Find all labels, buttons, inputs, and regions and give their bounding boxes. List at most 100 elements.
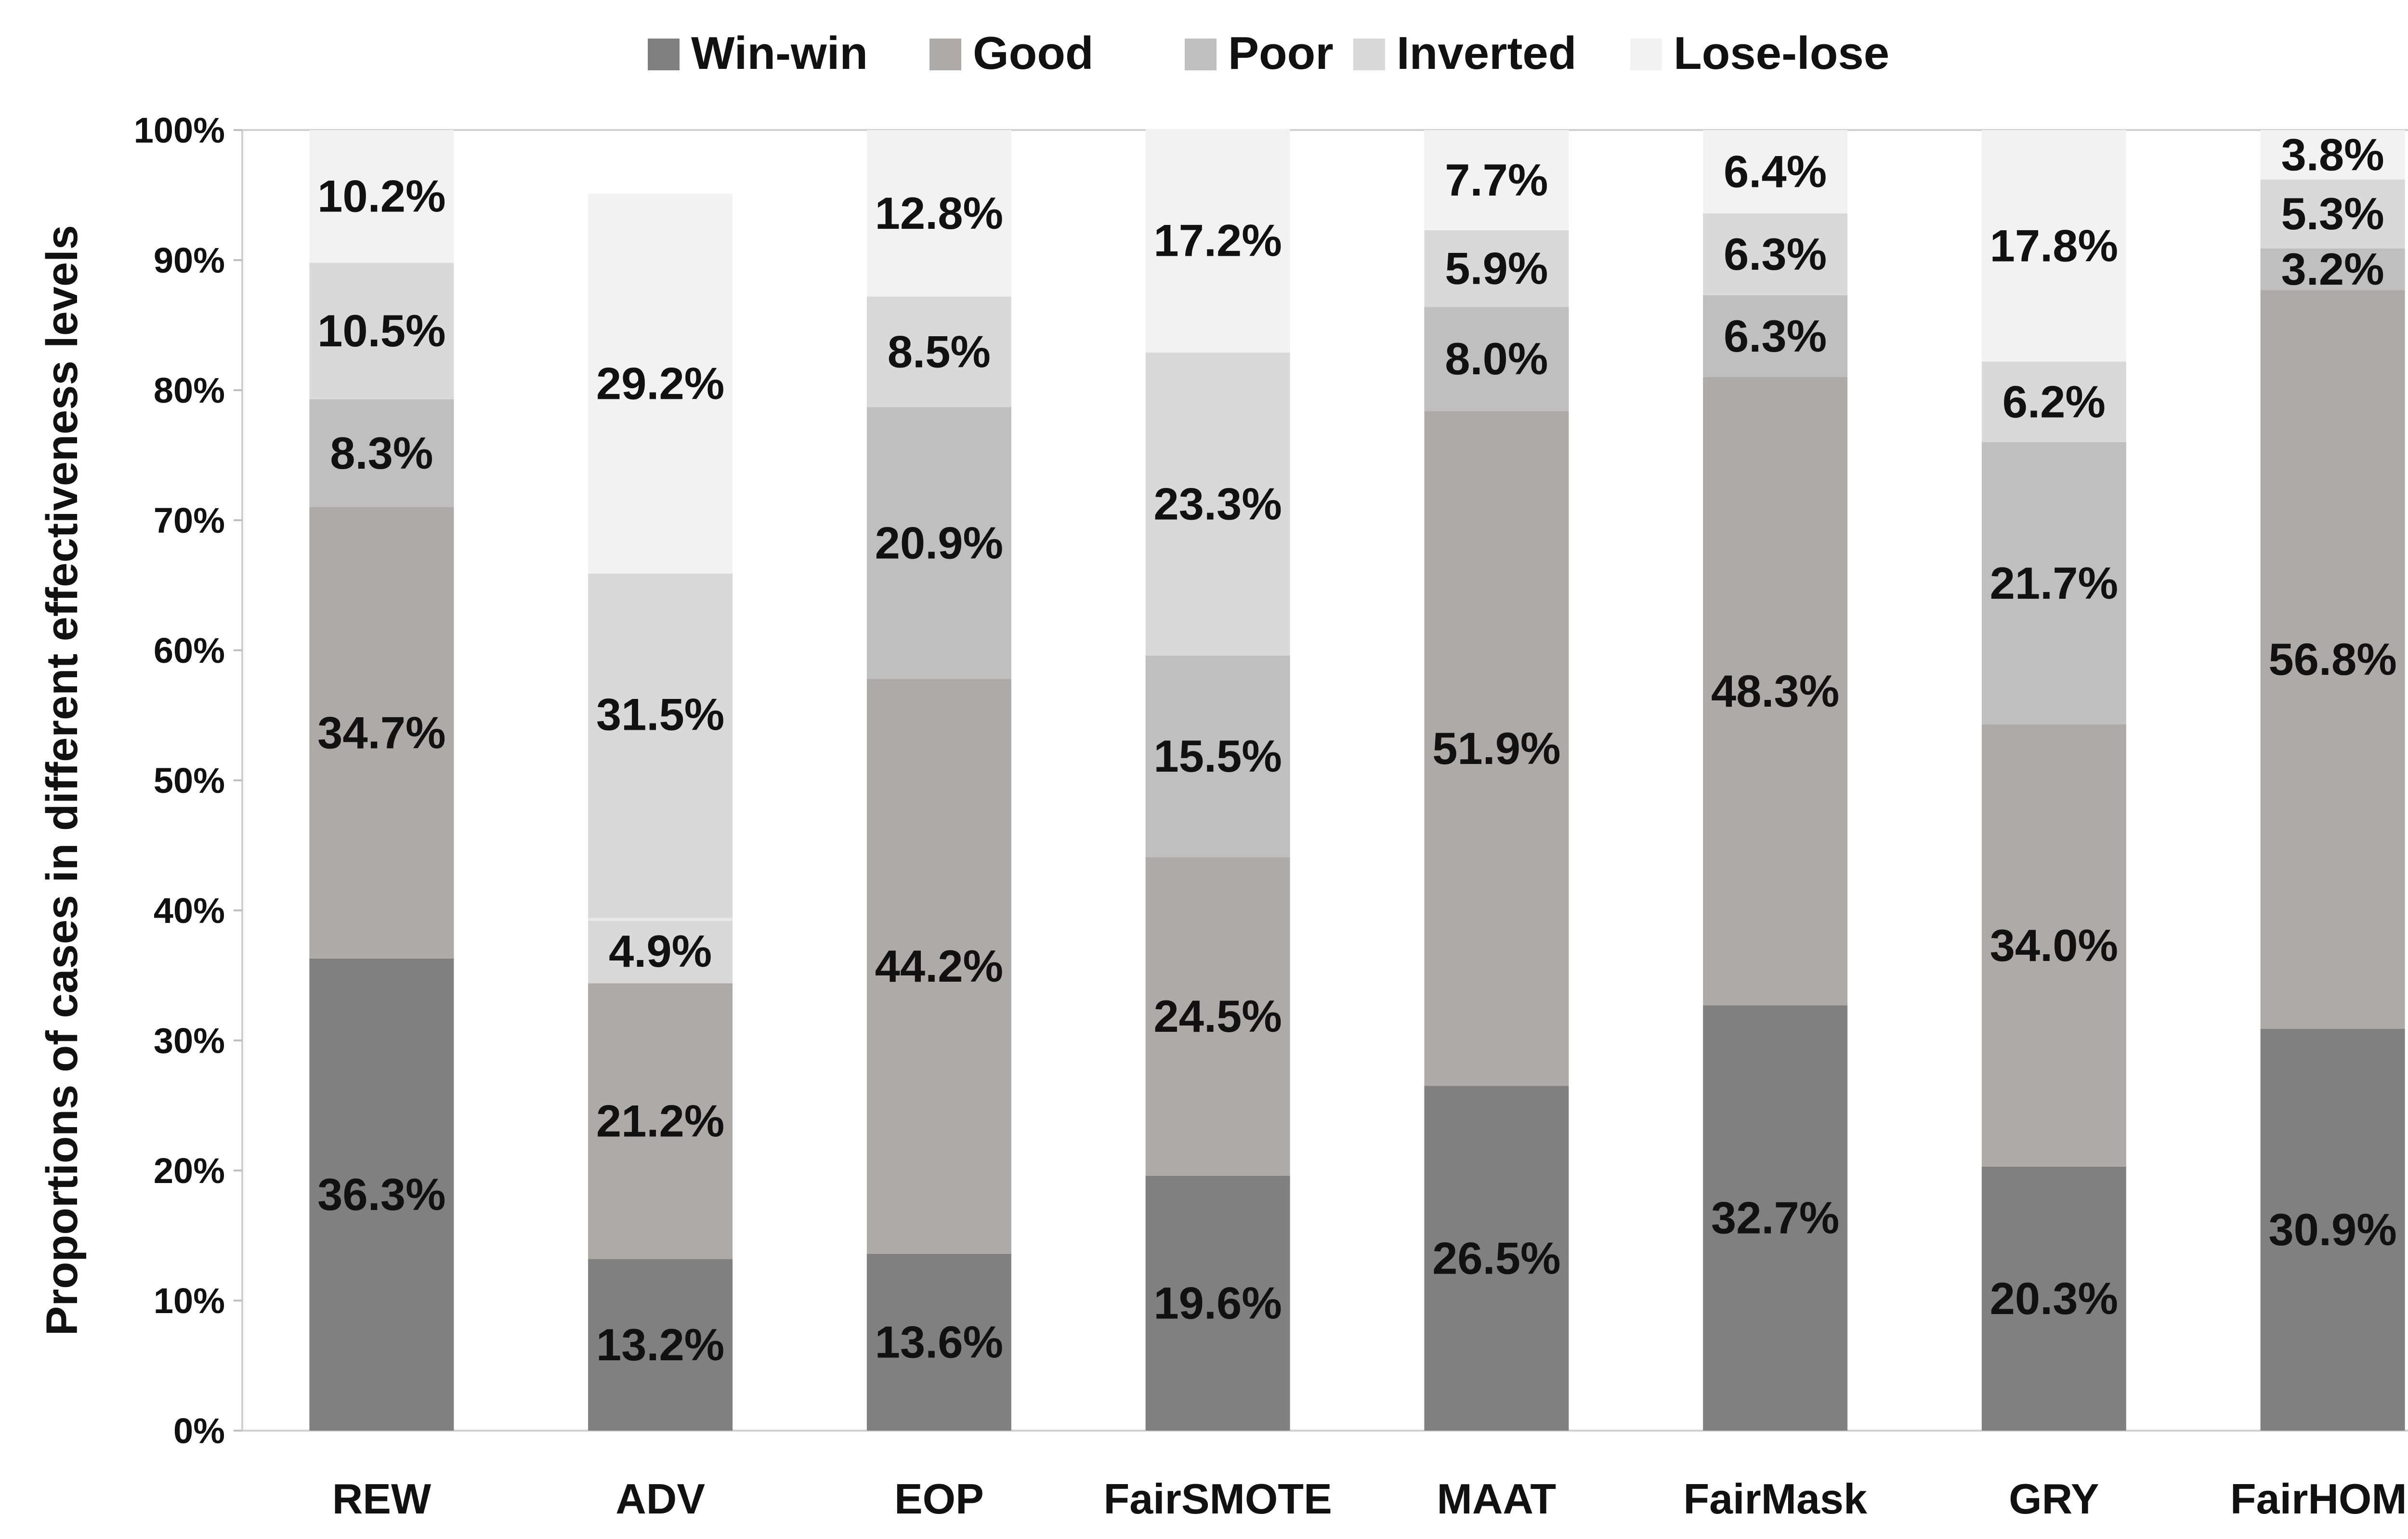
data-label-good-fairsmote: 24.5% xyxy=(1153,991,1282,1041)
data-label-lose-lose-gry: 17.8% xyxy=(1990,220,2119,271)
bar-segment-good-adv xyxy=(588,983,733,1259)
bar-segment-inverted-eop xyxy=(866,296,1011,408)
y-tick-label: 70% xyxy=(154,500,225,540)
data-label-inverted-high-adv: 31.5% xyxy=(596,689,725,740)
x-tick-label-rew: REW xyxy=(332,1475,431,1523)
bar-segment-win-win-maat xyxy=(1424,1086,1569,1431)
bar-segment-good-fairhome xyxy=(2260,290,2405,1029)
legend-label-win-win: Win-win xyxy=(691,27,868,79)
data-label-good-gry: 34.0% xyxy=(1990,920,2119,971)
y-tick-label: 90% xyxy=(154,240,225,280)
bar-segment-win-win-eop xyxy=(866,1253,1011,1431)
bar-segment-win-win-gry xyxy=(1981,1166,2126,1431)
data-label-lose-lose-rew: 10.2% xyxy=(317,171,446,222)
data-label-win-win-eop: 13.6% xyxy=(875,1316,1004,1367)
legend-label-inverted: Inverted xyxy=(1397,27,1576,79)
bar-segment-poor-gry xyxy=(1981,442,2126,724)
data-label-good-eop: 44.2% xyxy=(875,941,1004,991)
bar-segment-inverted-adv xyxy=(588,573,733,984)
data-label-lose-lose-fairmask: 6.4% xyxy=(1724,146,1827,197)
bar-segment-lose-lose-maat xyxy=(1424,130,1569,230)
y-tick-label: 50% xyxy=(154,761,225,801)
data-label-inverted-fairmask: 6.3% xyxy=(1724,229,1827,279)
data-label-lose-lose-adv: 29.2% xyxy=(596,358,725,409)
data-label-win-win-rew: 36.3% xyxy=(317,1169,446,1220)
legend: Win-win Good Poor Inverted Lose-lose xyxy=(648,27,1889,79)
bar-segment-poor-fairhome xyxy=(2260,248,2405,290)
data-label-poor-rew: 8.3% xyxy=(330,428,433,478)
data-label-inverted-maat: 5.9% xyxy=(1445,243,1548,294)
y-tick-label: 80% xyxy=(154,370,225,410)
bar-segment-lose-lose-fairsmote xyxy=(1145,129,1290,353)
y-tick-label: 100% xyxy=(134,110,225,150)
bar-segment-good-fairsmote xyxy=(1145,857,1290,1176)
data-label-win-win-maat: 26.5% xyxy=(1432,1233,1561,1283)
data-label-good-rew: 34.7% xyxy=(317,707,446,758)
data-label-win-win-fairhome: 30.9% xyxy=(2268,1204,2397,1255)
data-label-poor-fairhome: 3.2% xyxy=(2281,244,2384,294)
bar-segment-win-win-rew xyxy=(309,958,454,1431)
bar-segment-good-gry xyxy=(1981,724,2126,1167)
data-label-poor-fairmask: 6.3% xyxy=(1724,311,1827,361)
data-label-lose-lose-maat: 7.7% xyxy=(1445,155,1548,205)
data-label-good-fairmask: 48.3% xyxy=(1711,666,1840,716)
bar-segment-lose-lose-fairhome xyxy=(2260,130,2405,180)
segment-labels-layer: 36.3% 34.7% 8.3% 10.5% 10.2% 13.2% 21.2% 29.2% 1… xyxy=(317,129,2397,1370)
y-tick-label: 10% xyxy=(154,1281,225,1321)
data-label-inverted-gry: 6.2% xyxy=(2002,376,2106,427)
bar-segment-win-win-fairhome xyxy=(2260,1028,2405,1431)
y-tick-label: 0% xyxy=(173,1411,225,1451)
x-tick-label-gry: GRY xyxy=(2009,1475,2099,1523)
data-label-poor-fairsmote: 15.5% xyxy=(1153,731,1282,781)
legend-label-poor: Poor xyxy=(1228,27,1334,79)
data-label-poor-eop: 20.9% xyxy=(875,517,1004,568)
y-axis-title: Proportions of cases in different effect… xyxy=(38,225,87,1336)
x-tick-label-adv: ADV xyxy=(615,1475,705,1523)
data-label-good-maat: 51.9% xyxy=(1432,723,1561,774)
bar-segment-good-rew xyxy=(309,507,454,959)
x-tick-label-fairsmote: FairSMOTE xyxy=(1103,1475,1332,1523)
legend-label-good: Good xyxy=(973,27,1094,79)
bar-segment-poor-eop xyxy=(866,407,1011,679)
bar-segment-poor-fairmask xyxy=(1703,295,1848,377)
bar-segment-poor-rew xyxy=(309,399,454,507)
x-tick-label-maat: MAAT xyxy=(1437,1475,1557,1523)
bar-segment-poor-fairsmote xyxy=(1145,655,1290,857)
data-label-win-win-adv: 13.2% xyxy=(596,1319,725,1370)
data-label-inverted-eop: 8.5% xyxy=(888,326,991,377)
bar-segment-lose-lose-eop xyxy=(866,130,1011,297)
bar-segment-good-maat xyxy=(1424,411,1569,1086)
bar-segment-inverted-fairsmote xyxy=(1145,352,1290,656)
bar-segment-win-win-adv xyxy=(588,1259,733,1431)
bar-segment-lose-lose-gry xyxy=(1981,130,2126,362)
legend-swatch-good xyxy=(929,39,961,70)
data-label-inverted-fairsmote: 23.3% xyxy=(1153,478,1282,529)
bar-segment-inverted-maat xyxy=(1424,230,1569,307)
data-label-inverted-rew: 10.5% xyxy=(317,305,446,356)
data-label-poor-gry: 21.7% xyxy=(1990,558,2119,608)
legend-label-lose-lose: Lose-lose xyxy=(1674,27,1889,79)
data-label-good-fairhome: 56.8% xyxy=(2268,634,2397,684)
bar-segment-win-win-fairsmote xyxy=(1145,1175,1290,1431)
bars-layer xyxy=(309,129,2405,1431)
x-axis: REW ADV EOP FairSMOTE MAAT FairMask GRY FairHOM… xyxy=(332,1475,2408,1523)
data-label-inverted-fairhome: 5.3% xyxy=(2281,188,2384,239)
data-label-win-win-gry: 20.3% xyxy=(1990,1273,2119,1324)
bar-segment-inverted-rew xyxy=(309,263,454,399)
y-axis: 0% 10% 20% 30% 40% 50% 60% 70% 80% 90% 100% xyxy=(134,110,242,1451)
data-label-win-win-fairsmote: 19.6% xyxy=(1153,1277,1282,1328)
bar-segment-good-eop xyxy=(866,679,1011,1254)
legend-swatch-poor xyxy=(1185,39,1217,70)
bar-segment-win-win-fairmask xyxy=(1703,1005,1848,1431)
legend-swatch-inverted xyxy=(1353,39,1385,70)
y-tick-label: 20% xyxy=(154,1151,225,1191)
y-tick-label: 30% xyxy=(154,1021,225,1061)
data-label-lose-lose-fairsmote: 17.2% xyxy=(1153,215,1282,266)
x-tick-label-fairmask: FairMask xyxy=(1683,1475,1868,1523)
x-tick-label-fairhome: FairHOME xyxy=(2230,1475,2408,1523)
data-label-lose-lose-eop: 12.8% xyxy=(875,188,1004,238)
data-label-inverted-low-adv: 4.9% xyxy=(609,926,712,976)
data-label-good-adv: 21.2% xyxy=(596,1095,725,1146)
